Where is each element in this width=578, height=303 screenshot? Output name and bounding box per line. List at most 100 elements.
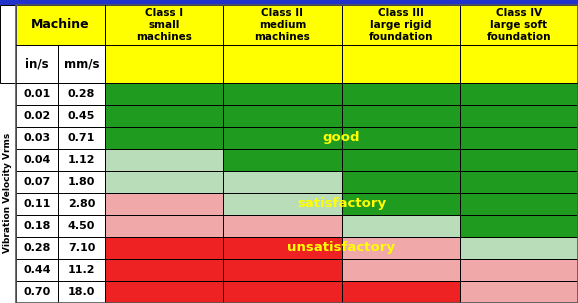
Bar	[460, 171, 578, 193]
Text: 7.10: 7.10	[68, 243, 95, 253]
Bar	[105, 83, 223, 105]
Bar	[460, 281, 578, 303]
Text: in/s: in/s	[25, 58, 49, 71]
Bar	[223, 83, 342, 105]
Bar	[342, 149, 460, 171]
Text: 0.70: 0.70	[23, 287, 51, 297]
Bar	[58, 237, 105, 259]
Text: 0.71: 0.71	[68, 133, 95, 143]
Bar	[16, 83, 58, 105]
Bar	[105, 105, 223, 127]
Bar	[58, 193, 105, 215]
Bar	[58, 105, 105, 127]
Bar	[16, 5, 105, 45]
Text: Class IV
large soft
foundation: Class IV large soft foundation	[487, 8, 551, 42]
Bar	[342, 237, 460, 259]
Bar	[105, 215, 223, 237]
Text: satisfactory: satisfactory	[297, 198, 386, 211]
Bar	[105, 127, 223, 149]
Bar	[16, 215, 58, 237]
Text: 18.0: 18.0	[68, 287, 95, 297]
Bar	[105, 237, 223, 259]
Bar	[58, 259, 105, 281]
Text: Class I
small
machines: Class I small machines	[136, 8, 192, 42]
Text: 4.50: 4.50	[68, 221, 95, 231]
Bar	[0, 5, 105, 83]
Bar	[342, 281, 460, 303]
Bar	[223, 149, 342, 171]
Text: 0.04: 0.04	[23, 155, 51, 165]
Bar	[460, 5, 578, 45]
Bar	[223, 127, 342, 149]
Bar	[223, 215, 342, 237]
Bar	[342, 105, 460, 127]
Bar	[58, 45, 105, 83]
Bar	[16, 281, 58, 303]
Bar	[16, 105, 58, 127]
Text: Class III
large rigid
foundation: Class III large rigid foundation	[368, 8, 433, 42]
Bar	[16, 193, 58, 215]
Bar	[105, 171, 223, 193]
Bar	[342, 127, 460, 149]
Bar	[460, 127, 578, 149]
Bar	[342, 193, 460, 215]
Bar	[460, 259, 578, 281]
Bar	[16, 259, 58, 281]
Bar	[460, 215, 578, 237]
Bar	[342, 45, 460, 83]
Bar	[0, 0, 578, 5]
Bar	[460, 237, 578, 259]
Text: 0.28: 0.28	[23, 243, 51, 253]
Text: 0.28: 0.28	[68, 89, 95, 99]
Bar	[105, 149, 223, 171]
Bar	[16, 45, 58, 83]
Bar	[105, 281, 223, 303]
Bar	[460, 45, 578, 83]
Bar	[342, 215, 460, 237]
Bar	[223, 45, 342, 83]
Text: 0.44: 0.44	[23, 265, 51, 275]
Bar	[16, 149, 58, 171]
Bar	[58, 171, 105, 193]
Bar	[105, 259, 223, 281]
Text: 1.12: 1.12	[68, 155, 95, 165]
Bar	[460, 83, 578, 105]
Text: 0.45: 0.45	[68, 111, 95, 121]
Bar	[58, 127, 105, 149]
Bar	[223, 237, 342, 259]
Bar	[223, 259, 342, 281]
Text: 0.18: 0.18	[23, 221, 51, 231]
Text: 0.02: 0.02	[23, 111, 51, 121]
Bar	[223, 105, 342, 127]
Bar	[223, 281, 342, 303]
Bar	[342, 83, 460, 105]
Text: mm/s: mm/s	[64, 58, 99, 71]
Bar	[342, 171, 460, 193]
Text: 0.11: 0.11	[23, 199, 51, 209]
Text: 0.01: 0.01	[23, 89, 51, 99]
Text: good: good	[323, 132, 360, 145]
Text: 1.80: 1.80	[68, 177, 95, 187]
Bar	[58, 215, 105, 237]
Text: 11.2: 11.2	[68, 265, 95, 275]
Text: 0.07: 0.07	[23, 177, 51, 187]
Bar	[342, 259, 460, 281]
Bar	[105, 5, 223, 45]
Bar	[460, 193, 578, 215]
Bar	[16, 171, 58, 193]
Bar	[460, 149, 578, 171]
Text: Class II
medium
machines: Class II medium machines	[254, 8, 310, 42]
Bar	[223, 171, 342, 193]
Bar	[16, 237, 58, 259]
Text: Vibration Velocity Vrms: Vibration Velocity Vrms	[3, 133, 13, 253]
Bar	[16, 127, 58, 149]
Bar	[342, 5, 460, 45]
Bar	[223, 5, 342, 45]
Bar	[58, 281, 105, 303]
Bar	[58, 149, 105, 171]
Text: unsatisfactory: unsatisfactory	[287, 241, 395, 255]
Bar	[105, 193, 223, 215]
Bar	[105, 45, 223, 83]
Text: 2.80: 2.80	[68, 199, 95, 209]
Bar	[223, 193, 342, 215]
